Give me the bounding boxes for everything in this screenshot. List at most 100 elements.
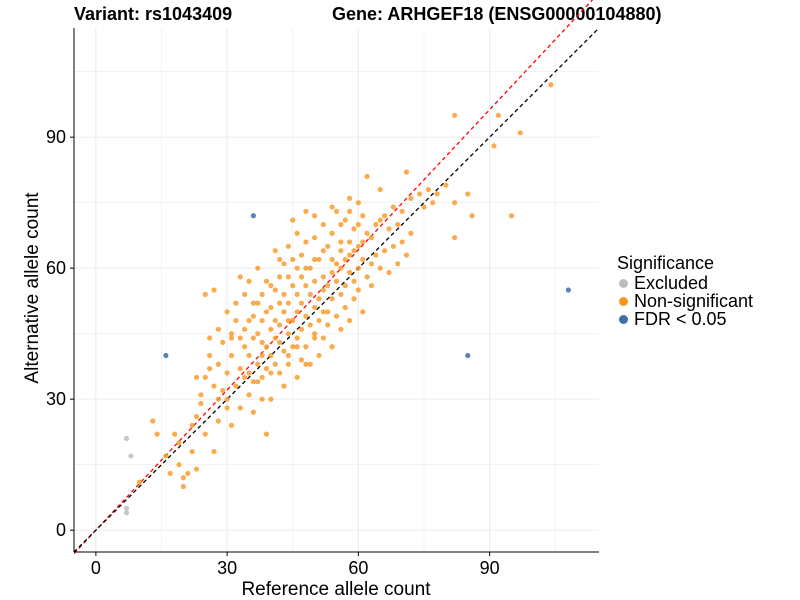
data-point bbox=[355, 221, 361, 228]
data-point bbox=[193, 466, 200, 472]
data-point bbox=[128, 453, 134, 459]
legend-item-excluded: Excluded bbox=[617, 274, 753, 292]
data-point bbox=[307, 322, 313, 328]
data-point bbox=[185, 470, 191, 476]
data-point bbox=[329, 230, 335, 236]
data-point bbox=[263, 431, 270, 437]
data-point bbox=[215, 418, 221, 424]
data-point bbox=[237, 274, 243, 280]
data-point bbox=[364, 230, 370, 236]
data-point bbox=[255, 265, 261, 271]
data-point bbox=[233, 383, 239, 389]
data-point bbox=[452, 235, 458, 241]
data-point bbox=[242, 344, 248, 350]
data-point bbox=[399, 208, 405, 214]
data-point bbox=[290, 344, 296, 350]
data-point bbox=[338, 221, 344, 228]
data-point bbox=[294, 344, 300, 350]
data-point bbox=[517, 130, 523, 136]
legend-label-excluded: Excluded bbox=[634, 273, 709, 293]
data-point bbox=[325, 283, 331, 289]
data-point bbox=[443, 182, 449, 188]
data-point bbox=[228, 352, 235, 359]
y-axis-label: Alternative allele count bbox=[22, 192, 43, 384]
data-point bbox=[211, 383, 217, 389]
data-point bbox=[294, 230, 300, 236]
data-point bbox=[421, 204, 427, 210]
data-point bbox=[268, 352, 274, 359]
data-point bbox=[285, 300, 291, 306]
data-point bbox=[320, 335, 326, 341]
data-point bbox=[285, 243, 291, 249]
data-point bbox=[312, 213, 318, 219]
data-point bbox=[312, 304, 318, 311]
data-point bbox=[386, 269, 392, 276]
data-point bbox=[224, 370, 230, 376]
x-tick-label: 60 bbox=[348, 558, 368, 578]
reference-lines bbox=[73, 0, 600, 554]
data-point bbox=[294, 291, 300, 297]
legend-label-non-significant: Non-significant bbox=[634, 291, 754, 311]
data-point bbox=[259, 339, 265, 345]
legend-dot-fdr bbox=[619, 314, 628, 324]
data-point bbox=[268, 304, 274, 311]
data-point bbox=[281, 261, 287, 267]
data-point bbox=[508, 213, 515, 219]
data-point bbox=[255, 361, 261, 367]
data-point bbox=[259, 396, 265, 402]
data-point bbox=[246, 392, 252, 398]
data-point bbox=[329, 344, 335, 350]
axes bbox=[73, 28, 599, 553]
legend: Significance Excluded Non-significant FD… bbox=[617, 253, 753, 328]
data-point bbox=[325, 309, 331, 315]
data-point bbox=[281, 291, 287, 297]
data-point bbox=[382, 248, 388, 254]
reference-line-black bbox=[73, 27, 600, 553]
data-points bbox=[123, 82, 571, 516]
data-point bbox=[355, 200, 361, 206]
data-point bbox=[250, 300, 256, 306]
data-point bbox=[268, 283, 274, 289]
data-point bbox=[316, 296, 322, 302]
data-point bbox=[347, 269, 353, 276]
y-tick-label: 60 bbox=[46, 258, 66, 278]
data-point bbox=[215, 326, 221, 332]
data-point bbox=[272, 335, 278, 341]
data-point bbox=[320, 309, 326, 315]
data-point bbox=[290, 317, 296, 324]
data-point bbox=[390, 204, 396, 210]
data-point bbox=[351, 278, 357, 284]
data-point bbox=[395, 221, 401, 228]
data-point bbox=[303, 283, 309, 289]
data-point bbox=[434, 191, 440, 197]
data-point bbox=[237, 335, 243, 341]
chart-title-variant: Variant: rs1043409 bbox=[74, 4, 233, 24]
data-point bbox=[360, 239, 366, 245]
reference-line-red bbox=[73, 0, 594, 554]
data-point bbox=[285, 352, 291, 359]
data-point bbox=[250, 379, 256, 385]
data-point bbox=[298, 357, 305, 363]
legend-title: Significance bbox=[617, 253, 715, 273]
data-point bbox=[228, 331, 235, 337]
legend-dot-excluded bbox=[619, 278, 628, 288]
data-point bbox=[342, 304, 348, 311]
data-point bbox=[325, 322, 331, 328]
data-point bbox=[176, 440, 182, 446]
data-point bbox=[281, 309, 287, 315]
data-point bbox=[290, 256, 296, 263]
data-point bbox=[360, 256, 366, 263]
data-point bbox=[364, 173, 370, 180]
data-point bbox=[237, 405, 243, 411]
data-point bbox=[242, 326, 248, 332]
data-point bbox=[395, 261, 401, 267]
data-point bbox=[290, 283, 296, 289]
data-point bbox=[373, 221, 379, 228]
grid-lines bbox=[74, 28, 599, 552]
data-point bbox=[285, 361, 291, 367]
data-point bbox=[180, 475, 186, 481]
data-point bbox=[307, 291, 313, 297]
data-point bbox=[565, 287, 571, 293]
y-tick-label: 30 bbox=[46, 389, 66, 409]
y-tick-label: 90 bbox=[46, 127, 66, 147]
